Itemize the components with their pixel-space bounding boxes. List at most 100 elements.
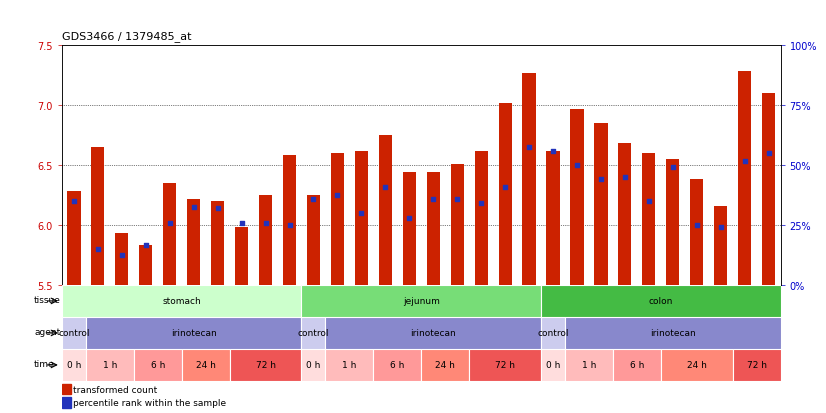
Bar (235, 228, 248, 285)
Text: percentile rank within the sample: percentile rank within the sample (74, 399, 226, 407)
Point (426, 196, 439, 202)
Bar (613, 349, 661, 381)
Bar (301, 349, 325, 381)
Point (714, 225, 727, 231)
Text: 1 h: 1 h (342, 361, 357, 370)
Bar (92, 147, 104, 285)
Point (235, 220, 248, 226)
Text: 72 h: 72 h (495, 361, 515, 370)
Text: 24 h: 24 h (686, 361, 707, 370)
Text: irinotecan: irinotecan (650, 329, 695, 337)
Text: 0 h: 0 h (546, 361, 560, 370)
Point (259, 220, 272, 226)
Text: irinotecan: irinotecan (171, 329, 216, 337)
Point (163, 220, 176, 226)
Point (187, 204, 200, 211)
Text: 24 h: 24 h (196, 361, 216, 370)
Point (139, 242, 152, 249)
Bar (68, 192, 80, 285)
Point (762, 150, 775, 157)
Bar (523, 74, 535, 285)
Text: control: control (537, 329, 569, 337)
Bar (355, 151, 368, 285)
Bar (541, 349, 565, 381)
Point (378, 184, 392, 190)
Text: 0 h: 0 h (67, 361, 81, 370)
Bar (62, 349, 86, 381)
Bar (188, 199, 200, 285)
Bar (421, 349, 469, 381)
Point (330, 192, 344, 199)
Bar (283, 156, 296, 285)
Bar (475, 151, 487, 285)
Text: jejunum: jejunum (403, 297, 439, 306)
Text: 1 h: 1 h (582, 361, 596, 370)
Bar (595, 123, 607, 285)
Bar (499, 103, 511, 285)
Bar (86, 349, 134, 381)
Point (498, 184, 511, 190)
Bar (762, 94, 775, 285)
Bar (714, 206, 727, 285)
Text: GDS3466 / 1379485_at: GDS3466 / 1379485_at (62, 31, 192, 42)
Point (618, 174, 631, 181)
Point (402, 215, 415, 221)
Point (306, 196, 320, 202)
Point (666, 165, 679, 171)
Bar (301, 317, 325, 349)
Text: colon: colon (648, 297, 673, 306)
Bar (661, 349, 733, 381)
Bar (230, 349, 301, 381)
Bar (691, 180, 703, 285)
Bar (565, 349, 613, 381)
Point (570, 162, 583, 169)
Bar (62, 285, 301, 317)
Text: 72 h: 72 h (255, 361, 276, 370)
Text: 24 h: 24 h (435, 361, 455, 370)
Point (211, 205, 224, 212)
Bar (211, 202, 224, 285)
Text: 0 h: 0 h (306, 361, 320, 370)
Bar (134, 349, 182, 381)
Bar (116, 234, 128, 285)
Bar (331, 154, 344, 285)
Point (91, 246, 104, 253)
Bar (182, 349, 230, 381)
Bar (62, 317, 86, 349)
Point (67, 198, 81, 205)
Text: 72 h: 72 h (747, 361, 767, 370)
Bar (643, 154, 655, 285)
Bar (62, 397, 70, 408)
Point (546, 148, 559, 154)
Bar (164, 183, 176, 285)
Text: time: time (34, 359, 55, 368)
Point (642, 198, 655, 205)
Bar (140, 246, 152, 285)
Bar (738, 72, 751, 285)
Text: 6 h: 6 h (390, 361, 405, 370)
Bar (547, 151, 559, 285)
Point (738, 159, 751, 165)
Bar (259, 195, 272, 285)
Text: control: control (297, 329, 330, 337)
Bar (469, 349, 541, 381)
Bar (541, 317, 565, 349)
Bar (427, 173, 439, 285)
Point (594, 177, 607, 183)
Text: agent: agent (34, 327, 60, 336)
Bar (619, 144, 631, 285)
Bar (86, 317, 301, 349)
Text: control: control (58, 329, 90, 337)
Bar (325, 349, 373, 381)
Bar (379, 135, 392, 285)
Text: 1 h: 1 h (102, 361, 117, 370)
Point (450, 196, 463, 202)
Point (474, 201, 487, 207)
Bar (301, 285, 541, 317)
Text: transformed count: transformed count (74, 385, 158, 394)
Bar (62, 384, 70, 394)
Bar (667, 159, 679, 285)
Point (282, 222, 296, 229)
Text: tissue: tissue (34, 295, 61, 304)
Text: irinotecan: irinotecan (411, 329, 456, 337)
